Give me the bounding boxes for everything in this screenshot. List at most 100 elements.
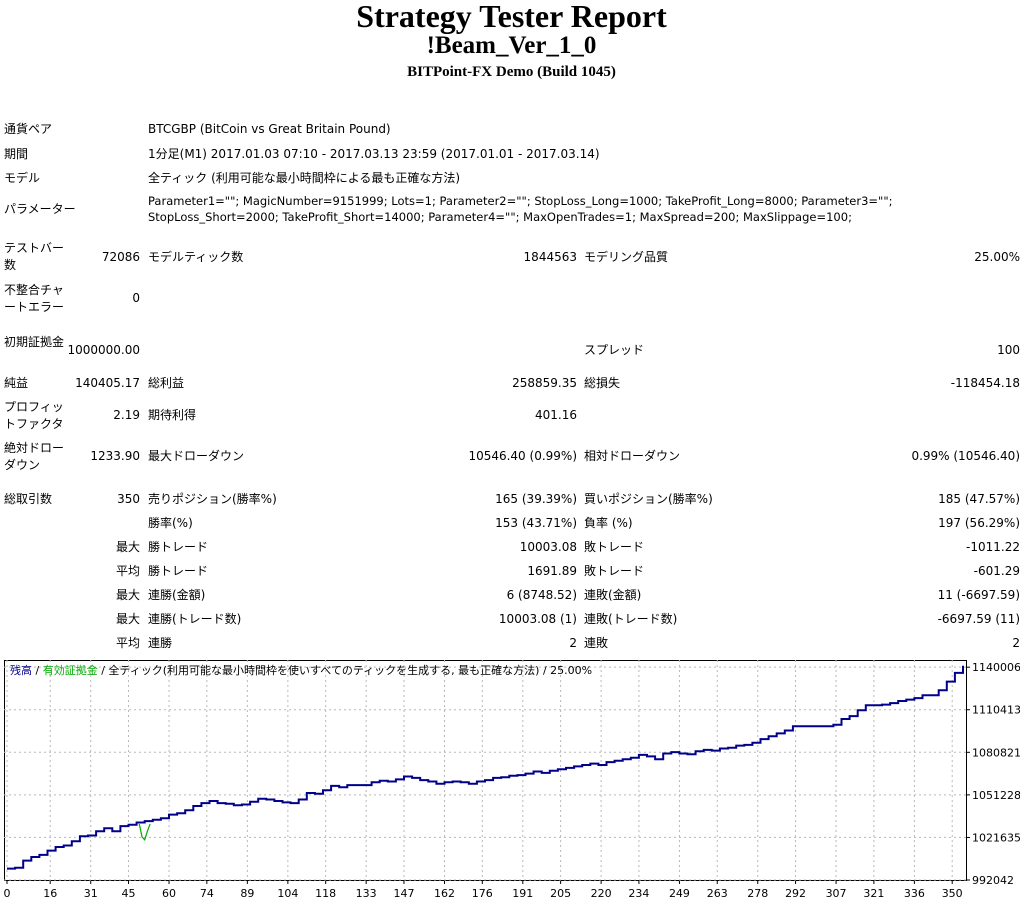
x-tick-label: 205 (550, 887, 571, 900)
avg-cons-losses-label: 連敗 (584, 636, 609, 650)
y-tick-label: 1051228 (972, 789, 1020, 802)
net-profit-label: 純益 (4, 376, 29, 390)
x-tick-label: 74 (200, 887, 214, 900)
period-value: 1分足(M1) 2017.01.03 07:10 - 2017.03.13 23… (148, 147, 600, 161)
average-win-value: 1691.89 (527, 564, 577, 578)
long-positions-label: 買いポジション(勝率%) (584, 492, 713, 506)
legend-separator: / (97, 664, 109, 677)
x-tick-label: 104 (277, 887, 298, 900)
total-trades-value: 350 (117, 492, 140, 506)
legend-separator: / (32, 664, 43, 677)
report-title: Strategy Tester Report (356, 0, 667, 34)
params-line-2: StopLoss_Short=2000; TakeProfit_Short=14… (148, 210, 852, 224)
bars-value: 72086 (101, 250, 140, 264)
x-tick-label: 147 (393, 887, 414, 900)
x-tick-label: 249 (669, 887, 690, 900)
x-tick-label: 234 (628, 887, 649, 900)
balance-line (7, 665, 964, 870)
mismatch-value: 0 (132, 291, 140, 305)
x-tick-label: 89 (240, 887, 254, 900)
spread-label: スプレッド (584, 343, 645, 357)
params-line-1: Parameter1=""; MagicNumber=9151999; Lots… (148, 194, 893, 208)
legend-quality: 25.00% (550, 664, 593, 677)
expected-payoff-value: 401.16 (535, 408, 577, 422)
params-label: パラメーター (4, 202, 76, 216)
cons-losses-money-value: 11 (-6697.59) (937, 588, 1020, 602)
total-trades-label: 総取引数 (4, 492, 53, 506)
cons-wins-money-label: 連勝(金額) (148, 588, 206, 602)
y-tick-label: 1110413 (972, 704, 1020, 717)
cons-wins-count-value: 10003.08 (1) (498, 612, 577, 626)
y-tick-label: 992042 (972, 874, 1014, 887)
profit-factor-label: プロフィットファクタ (4, 400, 64, 431)
quality-value: 25.00% (974, 250, 1020, 264)
server-name: BITPoint-FX Demo (Build 1045) (407, 64, 616, 80)
legend-balance: 残高 (10, 664, 32, 677)
profit-factor-value: 2.19 (113, 408, 140, 422)
x-tick-label: 31 (84, 887, 98, 900)
balance-chart: 0 16 31 45 60 74 89 104 118 133 147 162 176 191 205 220… (4, 660, 1020, 906)
model-label: モデル (4, 171, 41, 185)
abs-drawdown-value: 1233.90 (90, 449, 140, 463)
x-tick-label: 350 (942, 887, 963, 900)
loss-rate-label: 負率 (%) (584, 516, 633, 530)
x-tick-label: 191 (512, 887, 533, 900)
avg-cons-losses-value: 2 (1012, 636, 1020, 650)
y-tick-label: 1140006 (972, 661, 1020, 674)
gross-loss-label: 総損失 (584, 376, 621, 390)
largest-loss-label: 敗トレード (584, 540, 645, 554)
gross-profit-label: 総利益 (148, 376, 185, 390)
rel-drawdown-label: 相対ドローダウン (584, 449, 681, 463)
largest-prefix: 最大 (115, 540, 140, 554)
symbol-value: BTCGBP (BitCoin vs Great Britain Pound) (148, 122, 391, 136)
short-positions-label: 売りポジション(勝率%) (148, 492, 277, 506)
bars-label: テストバー数 (4, 241, 65, 272)
legend-separator: / (539, 664, 551, 677)
model-value: 全ティック (利用可能な最小時間枠による最も正確な方法) (148, 171, 461, 185)
net-profit-value: 140405.17 (75, 376, 140, 390)
x-tick-label: 220 (591, 887, 612, 900)
x-tick-label: 292 (785, 887, 806, 900)
equity-line (138, 823, 151, 841)
gross-loss-value: -118454.18 (950, 376, 1020, 390)
x-tick-label: 16 (43, 887, 57, 900)
cons-wins-money-value: 6 (8748.52) (506, 588, 577, 602)
avg-cons-prefix: 平均 (115, 636, 140, 650)
max-drawdown-label: 最大ドローダウン (148, 449, 245, 463)
long-positions-value: 185 (47.57%) (938, 492, 1020, 506)
period-label: 期間 (4, 147, 29, 161)
ticks-value: 1844563 (523, 250, 577, 264)
chart-legend: 残高 / 有効証拠金 / 全ティック(利用可能な最小時間枠を使いすべてのティック… (10, 664, 592, 678)
abs-drawdown-label: 絶対ドローダウン (4, 441, 65, 472)
win-rate-value: 153 (43.71%) (495, 516, 577, 530)
deposit-value: 1000000.00 (67, 343, 140, 357)
average-loss-value: -601.29 (973, 564, 1020, 578)
x-tick-label: 336 (904, 887, 925, 900)
x-tick-label: 0 (4, 887, 11, 900)
win-rate-label: 勝率(%) (148, 516, 193, 530)
gross-profit-value: 258859.35 (512, 376, 577, 390)
y-tick-label: 1021635 (972, 831, 1020, 844)
loss-rate-value: 197 (56.29%) (938, 516, 1020, 530)
mismatch-label: 不整合チャートエラー (4, 283, 65, 314)
chart-svg: 0 16 31 45 60 74 89 104 118 133 147 162 176 191 205 220… (4, 660, 1020, 900)
x-tick-label: 321 (863, 887, 884, 900)
max-drawdown-value: 10546.40 (0.99%) (468, 449, 577, 463)
x-tick-label: 133 (356, 887, 377, 900)
plot-frame (4, 660, 967, 881)
x-tick-label: 176 (472, 887, 493, 900)
x-tick-label: 118 (315, 887, 336, 900)
x-tick-label: 162 (434, 887, 455, 900)
quality-label: モデリング品質 (584, 250, 669, 264)
y-tick-label: 1080821 (972, 746, 1020, 759)
legend-equity: 有効証拠金 (42, 664, 98, 677)
cons-losses-count-label: 連敗(トレード数) (584, 612, 678, 626)
x-tick-label: 307 (826, 887, 847, 900)
average-win-label: 勝トレード (148, 564, 209, 578)
cons-losses-count-value: -6697.59 (11) (937, 612, 1020, 626)
largest-win-value: 10003.08 (519, 540, 577, 554)
cons-wins-count-label: 連勝(トレード数) (148, 612, 242, 626)
cons-losses-money-label: 連敗(金額) (584, 588, 642, 602)
short-positions-value: 165 (39.39%) (495, 492, 577, 506)
avg-cons-wins-label: 連勝 (148, 636, 173, 650)
